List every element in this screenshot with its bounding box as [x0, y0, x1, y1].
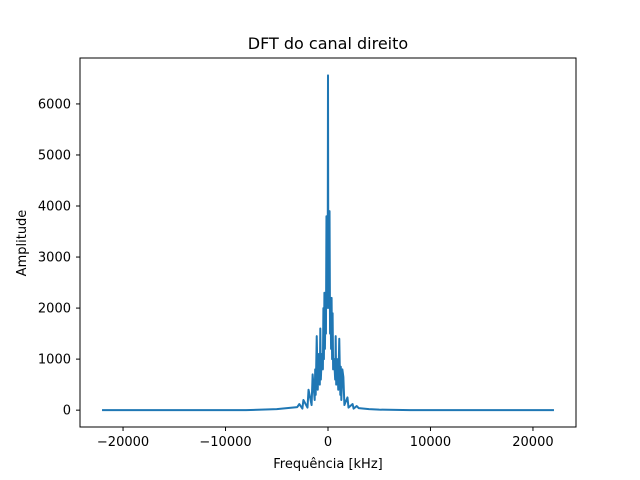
x-tick-label: 10000	[410, 435, 451, 450]
x-tick-label: −10000	[199, 435, 251, 450]
y-tick-label: 6000	[38, 97, 71, 112]
y-axis-label: Amplitude	[15, 210, 30, 277]
series-line-0	[102, 74, 554, 412]
y-tick-label: 2000	[38, 302, 71, 317]
x-axis: −20000 −10000 0 10000 20000	[97, 427, 554, 450]
y-tick-label: 5000	[38, 148, 71, 163]
x-tick-label: −20000	[97, 435, 149, 450]
x-tick-label: 0	[324, 435, 332, 450]
y-tick-label: 3000	[38, 251, 71, 266]
x-tick-label: 20000	[512, 435, 553, 450]
y-tick-label: 0	[63, 404, 71, 419]
y-tick-label: 1000	[38, 353, 71, 368]
x-axis-label: Frequência [kHz]	[273, 457, 382, 472]
plot-area	[102, 74, 554, 412]
y-tick-label: 4000	[38, 200, 71, 215]
chart-title: DFT do canal direito	[248, 34, 408, 53]
y-axis: 0 1000 2000 3000 4000 5000 6000	[38, 97, 80, 419]
